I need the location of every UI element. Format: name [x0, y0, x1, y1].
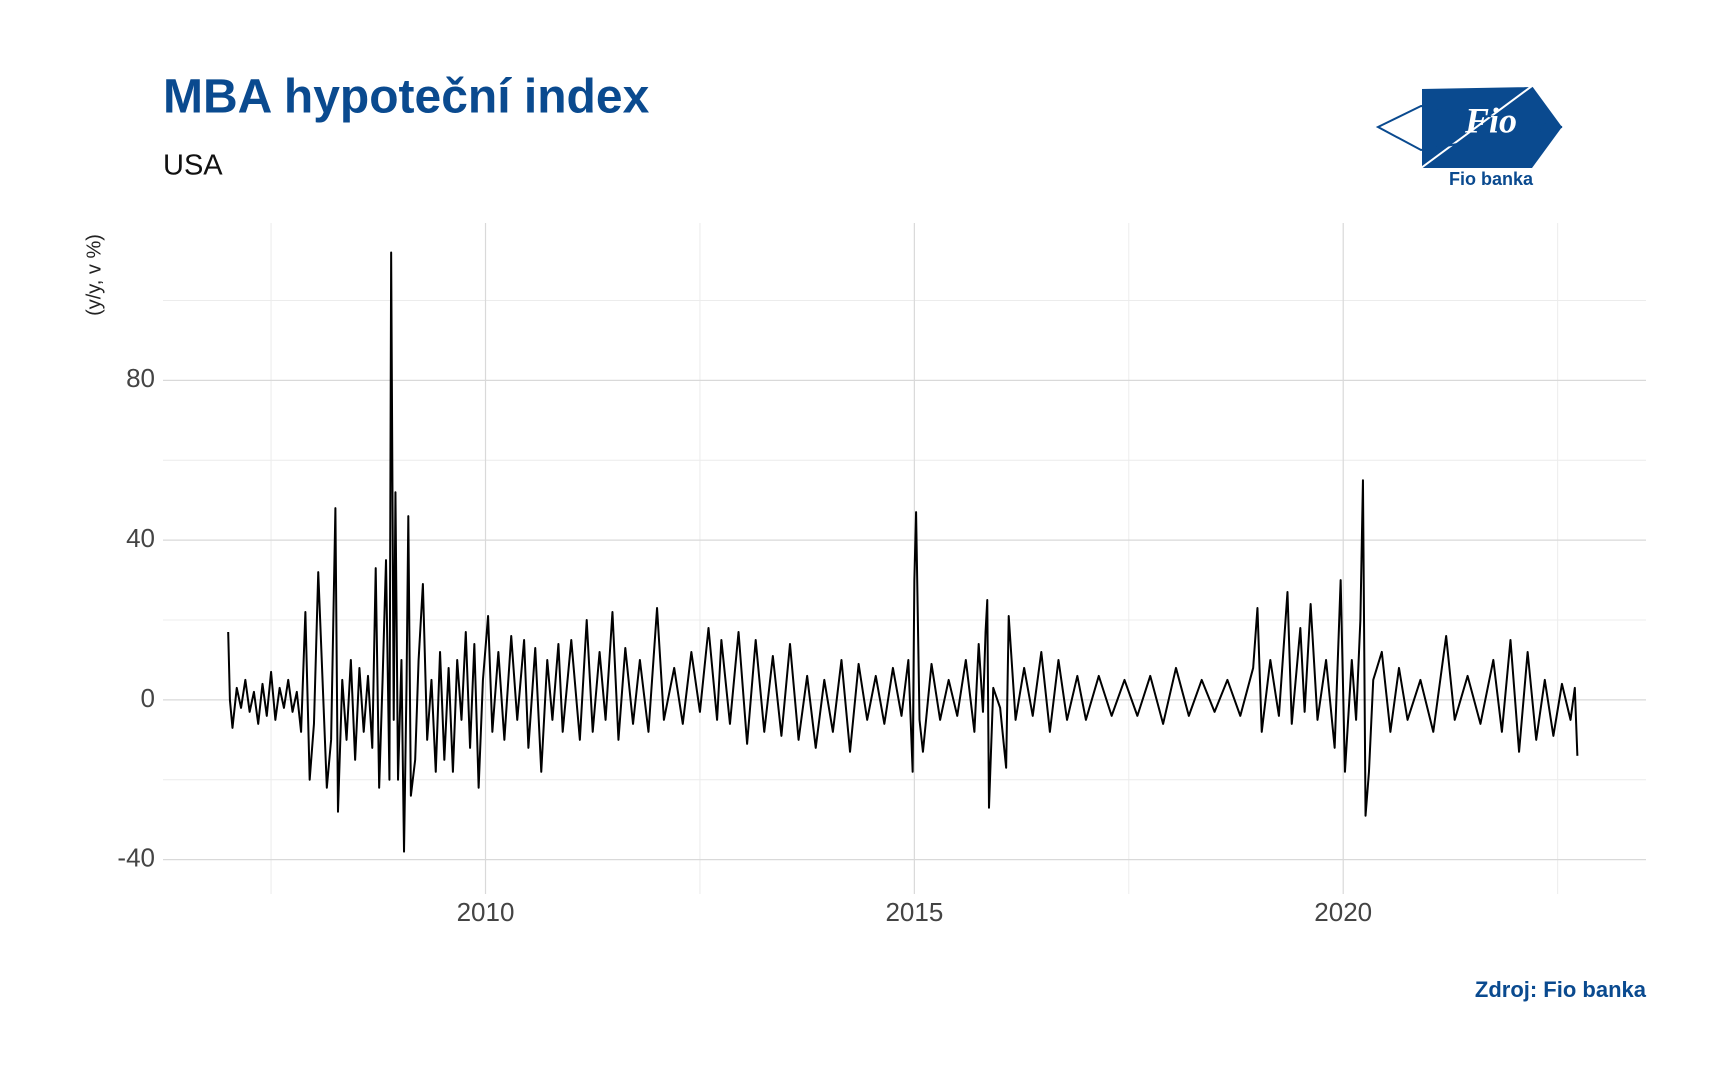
x-tick-label: 2020: [1314, 897, 1372, 927]
chart-subtitle: USA: [163, 150, 223, 182]
y-tick-label: 0: [141, 683, 155, 713]
source-note: Zdroj: Fio banka: [1475, 977, 1647, 1002]
y-tick-label: -40: [117, 843, 155, 873]
logo-name: Fio banka: [1449, 169, 1534, 189]
x-tick-label: 2015: [885, 897, 943, 927]
y-axis-label: (y/y, v %): [83, 234, 105, 316]
x-tick-label: 2010: [457, 897, 515, 927]
logo: Fio Fio banka: [1375, 84, 1563, 189]
logo-outline: [1375, 104, 1563, 152]
y-tick-label: 80: [126, 363, 155, 393]
data-line: [227, 251, 1579, 853]
logo-line: [1420, 84, 1536, 170]
y-tick-label: 40: [126, 523, 155, 553]
chart-title: MBA hypoteční index: [163, 71, 650, 124]
logo-shape: [1421, 86, 1562, 168]
logo-mark: Fio: [1464, 100, 1517, 140]
